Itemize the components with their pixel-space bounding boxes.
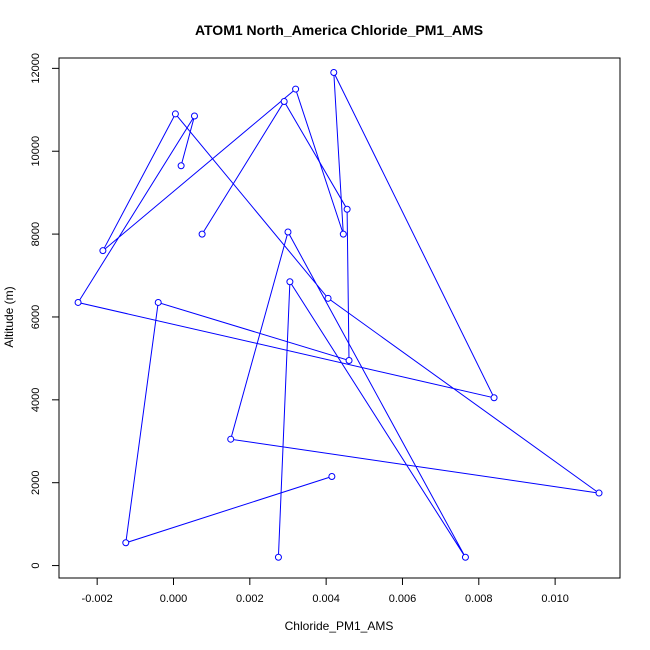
data-point bbox=[74, 298, 82, 306]
data-point bbox=[343, 205, 351, 213]
y-tick-label: 12000 bbox=[30, 53, 42, 84]
y-tick-label: 0 bbox=[30, 563, 42, 569]
data-point bbox=[330, 69, 338, 77]
data-point bbox=[490, 394, 498, 402]
data-point bbox=[292, 85, 300, 93]
data-point bbox=[595, 489, 603, 497]
y-tick-label: 6000 bbox=[30, 305, 42, 329]
chart-title: ATOM1 North_America Chloride_PM1_AMS bbox=[195, 22, 483, 38]
y-tick-label: 2000 bbox=[30, 470, 42, 494]
x-axis-label: Chloride_PM1_AMS bbox=[285, 619, 394, 633]
y-tick-label: 4000 bbox=[30, 388, 42, 412]
series-line bbox=[77, 72, 600, 558]
y-axis-label: Altitude (m) bbox=[2, 286, 16, 347]
data-point bbox=[280, 98, 288, 106]
data-point bbox=[324, 294, 332, 302]
x-tick-label: 0.000 bbox=[160, 593, 188, 605]
data-point bbox=[461, 553, 469, 561]
data-point bbox=[345, 356, 353, 364]
plot-area: -0.002 0.000 0.002 0.004 0.006 0.008 0.010 0 200… bbox=[30, 53, 621, 605]
data-point bbox=[227, 435, 235, 443]
x-tick-label: 0.002 bbox=[236, 593, 264, 605]
plot-frame bbox=[58, 57, 621, 579]
data-point bbox=[122, 539, 130, 547]
data-point bbox=[286, 278, 294, 286]
data-point bbox=[328, 472, 336, 480]
y-tick-label: 10000 bbox=[30, 136, 42, 167]
x-tick-label: 0.008 bbox=[465, 593, 493, 605]
data-point bbox=[171, 110, 179, 118]
data-point bbox=[284, 228, 292, 236]
data-point bbox=[99, 247, 107, 255]
data-point bbox=[190, 112, 198, 120]
data-point bbox=[339, 230, 347, 238]
data-point bbox=[177, 162, 185, 170]
x-tick-label: 0.004 bbox=[312, 593, 340, 605]
x-tick-label: 0.010 bbox=[541, 593, 569, 605]
data-point bbox=[198, 230, 206, 238]
data-point bbox=[154, 298, 162, 306]
data-point bbox=[274, 553, 282, 561]
y-tick-label: 8000 bbox=[30, 222, 42, 246]
x-tick-label: 0.006 bbox=[389, 593, 417, 605]
x-tick-label: -0.002 bbox=[82, 593, 113, 605]
